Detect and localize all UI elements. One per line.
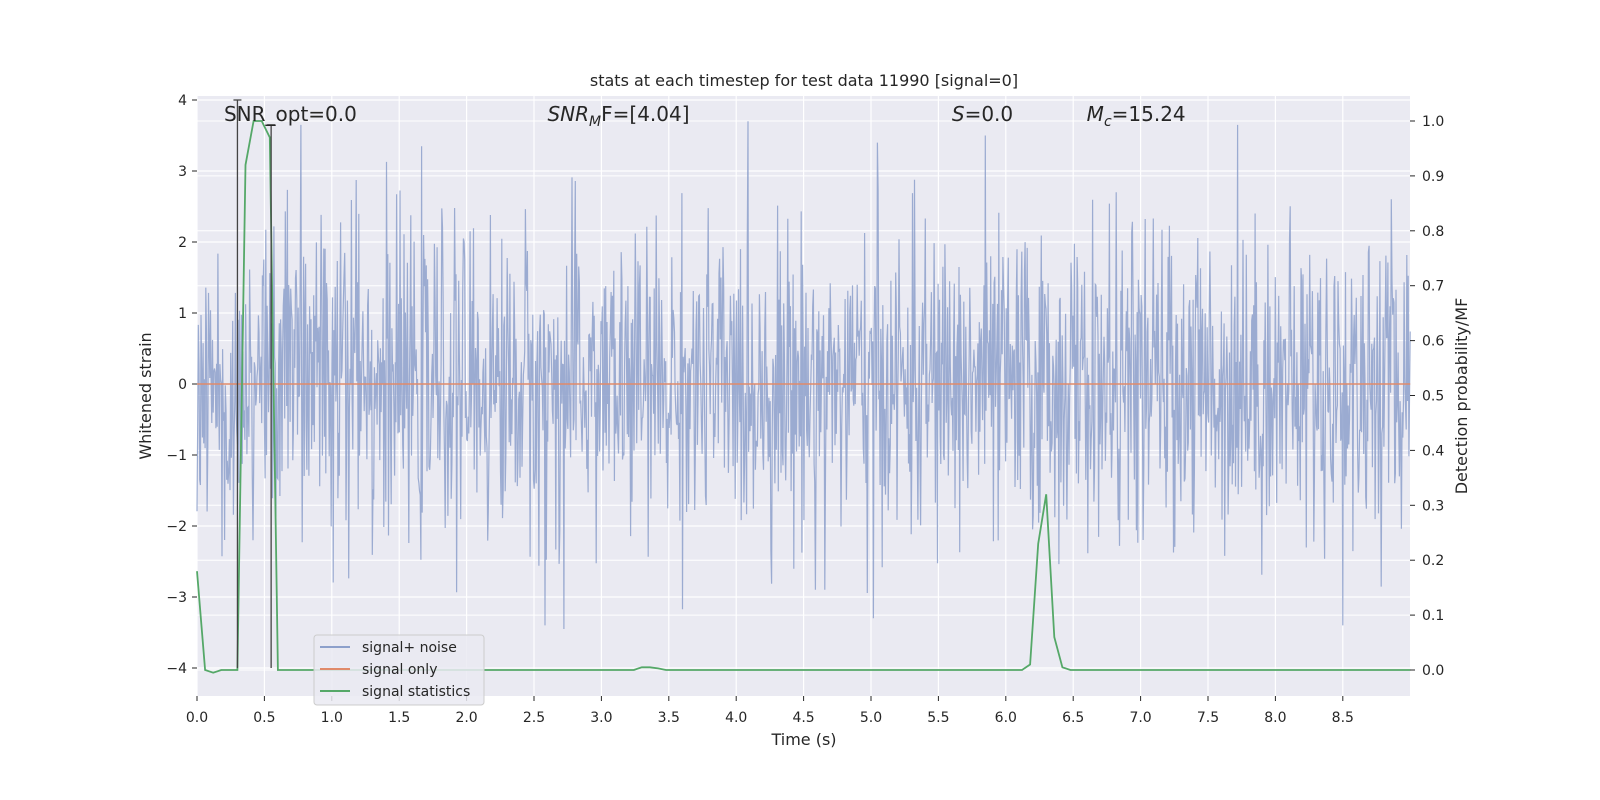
x-tick-label: 1.0: [321, 710, 343, 726]
y-tick-label: 2: [178, 235, 187, 251]
annotation-text: SNRMF=[4.04]: [547, 102, 689, 130]
x-tick-label: 2.5: [523, 710, 545, 726]
x-tick-label: 6.0: [995, 710, 1017, 726]
x-tick-label: 7.0: [1129, 710, 1151, 726]
y-right-tick-label: 0.0: [1422, 663, 1444, 679]
y-axis-label: Whitened strain: [136, 332, 155, 459]
x-tick-label: 3.0: [590, 710, 612, 726]
y-tick-label: −3: [166, 590, 187, 606]
y-right-tick-label: 0.6: [1422, 334, 1444, 350]
y-right-tick-label: 0.1: [1422, 608, 1444, 624]
y-right-tick-label: 1.0: [1422, 114, 1444, 130]
x-tick-label: 3.5: [658, 710, 680, 726]
x-tick-label: 6.5: [1062, 710, 1084, 726]
series-signal-noise: [196, 121, 1411, 630]
y-right-tick-label: 0.2: [1422, 553, 1444, 569]
x-tick-label: 8.5: [1332, 710, 1354, 726]
legend-box: [313, 634, 485, 706]
x-tick-label: 5.5: [927, 710, 949, 726]
x-axis-label: Time (s): [770, 730, 836, 749]
y-axis-right-ticks: 1.0 0.9 0.8 0.7 0.6 0.5 0.4 0.3 0.2 0.1 0.0: [1410, 114, 1444, 679]
annotation-text: SNR_opt=0.0: [224, 102, 357, 126]
y-tick-label: −2: [166, 519, 187, 535]
y-tick-label: −1: [166, 448, 187, 464]
x-tick-label: 2.0: [455, 710, 477, 726]
annotation-text: S=0.0: [952, 102, 1013, 126]
y-tick-label: 0: [178, 377, 187, 393]
y-right-tick-label: 0.3: [1422, 498, 1444, 514]
y-right-tick-label: 0.7: [1422, 279, 1444, 295]
y-right-tick-label: 0.4: [1422, 443, 1444, 459]
y-right-tick-label: 0.5: [1422, 389, 1444, 405]
y-tick-label: −4: [166, 661, 187, 677]
x-tick-label: 0.5: [253, 710, 275, 726]
y-tick-label: 1: [178, 306, 187, 322]
y-axis-right-label: Detection probability/MF: [1452, 298, 1471, 495]
annotation-text: Mc=15.24: [1087, 102, 1186, 130]
x-tick-label: 7.5: [1197, 710, 1219, 726]
x-tick-label: 1.5: [388, 710, 410, 726]
legend-label-signal-statistics: signal statistics: [362, 684, 470, 700]
x-tick-label: 8.0: [1264, 710, 1286, 726]
x-tick-label: 0.0: [186, 710, 208, 726]
series-signal-statistics: [196, 120, 1411, 674]
y-tick-label: 3: [178, 164, 187, 180]
chart-title: stats at each timestep for test data 119…: [590, 71, 1018, 90]
y-right-tick-label: 0.9: [1422, 169, 1444, 185]
legend: signal+ noise signal only signal statist…: [313, 634, 485, 706]
annotations: SNR_opt=0.0 SNRMF=[4.04] S=0.0 Mc=15.24: [224, 102, 1186, 130]
x-tick-label: 5.0: [860, 710, 882, 726]
y-right-tick-label: 0.8: [1422, 224, 1444, 240]
legend-label-signal-only: signal only: [362, 662, 437, 678]
legend-label-signal-noise: signal+ noise: [362, 640, 457, 656]
marker-lines: [233, 99, 276, 668]
x-tick-label: 4.0: [725, 710, 747, 726]
x-axis-ticks: 0.0 0.5 1.0 1.5 2.0 2.5 3.0 3.5 4.0 4.5 5.0 5.5 6.0 6…: [186, 696, 1354, 726]
x-tick-label: 4.5: [792, 710, 814, 726]
y-axis-left-ticks: 4 3 2 1 0 −1 −2 −3 −4: [166, 93, 197, 677]
series-layer: [196, 120, 1411, 674]
y-tick-label: 4: [178, 93, 187, 109]
